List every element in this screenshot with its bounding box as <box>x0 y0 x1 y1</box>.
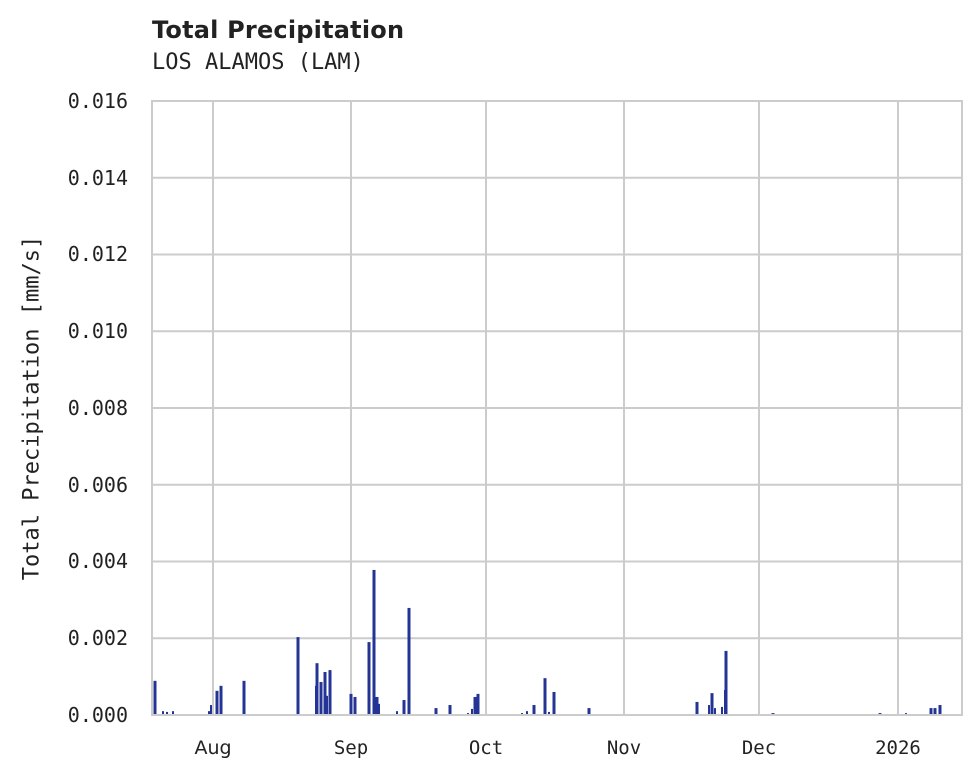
y-tick: 0.002 <box>67 626 128 650</box>
y-tick: 0.000 <box>67 703 128 727</box>
precipitation-bar <box>372 569 376 715</box>
precipitation-bar <box>714 708 716 715</box>
precipitation-bar <box>208 711 210 715</box>
precipitation-bar <box>215 690 219 715</box>
plot-frame <box>151 100 963 716</box>
precipitation-bar <box>724 650 728 715</box>
x-tick: Nov <box>606 737 642 759</box>
precipitation-bar <box>153 680 157 715</box>
precipitation-bar <box>326 695 328 715</box>
y-tick: 0.006 <box>67 473 128 497</box>
precipitation-bar <box>296 637 300 715</box>
y-tick: 0.004 <box>67 549 128 573</box>
y-tick: 0.010 <box>67 319 128 343</box>
precipitation-bar <box>396 711 398 715</box>
x-tick: 2026 <box>875 737 921 759</box>
precipitation-bar <box>328 670 332 715</box>
precipitation-bar <box>162 711 164 715</box>
precipitation-bar <box>448 705 452 715</box>
precipitation-bar <box>353 696 357 715</box>
precipitation-bar <box>552 691 556 715</box>
precipitation-bar <box>375 696 379 715</box>
precipitation-bar <box>473 696 477 715</box>
precipitation-bar <box>378 703 380 715</box>
x-tick: Sep <box>333 737 369 759</box>
precipitation-bar <box>407 607 411 715</box>
precipitation-bars <box>153 569 942 715</box>
precipitation-bar <box>476 693 480 715</box>
precipitation-bar <box>315 663 319 715</box>
precipitation-bar <box>929 708 933 715</box>
precipitation-bar <box>434 708 438 715</box>
chart-subtitle: LOS ALAMOS (LAM) <box>152 50 364 75</box>
precipitation-bar <box>933 708 937 715</box>
y-tick: 0.012 <box>67 242 128 266</box>
precipitation-bar <box>526 711 528 715</box>
x-tick: Dec <box>741 737 777 759</box>
precipitation-bar <box>210 705 212 715</box>
precipitation-bar <box>166 711 168 715</box>
x-tick: Oct <box>468 737 504 759</box>
precipitation-bar <box>219 685 223 715</box>
precipitation-bar <box>695 701 699 715</box>
gridlines <box>152 100 962 716</box>
precipitation-bar <box>721 706 723 715</box>
precipitation-bar <box>319 681 323 715</box>
precipitation-bar <box>543 678 547 715</box>
y-tick: 0.008 <box>67 396 128 420</box>
precipitation-bar <box>471 708 473 715</box>
precipitation-bar <box>172 711 174 715</box>
chart-title: Total Precipitation <box>152 16 405 44</box>
precipitation-bar <box>532 705 536 715</box>
precipitation-bar <box>548 711 550 715</box>
precipitation-bar <box>367 642 371 715</box>
precipitation-bar <box>323 672 327 715</box>
precipitation-bar <box>402 700 406 715</box>
precipitation-bar <box>349 693 353 715</box>
y-tick: 0.016 <box>67 89 128 113</box>
precipitation-bar <box>710 693 714 715</box>
precipitation-bar <box>587 708 591 715</box>
y-tick: 0.014 <box>67 166 128 190</box>
x-tick: Aug <box>194 737 232 759</box>
precipitation-bar <box>938 705 942 715</box>
precipitation-bar <box>242 680 246 715</box>
precipitation-bar <box>708 705 710 715</box>
